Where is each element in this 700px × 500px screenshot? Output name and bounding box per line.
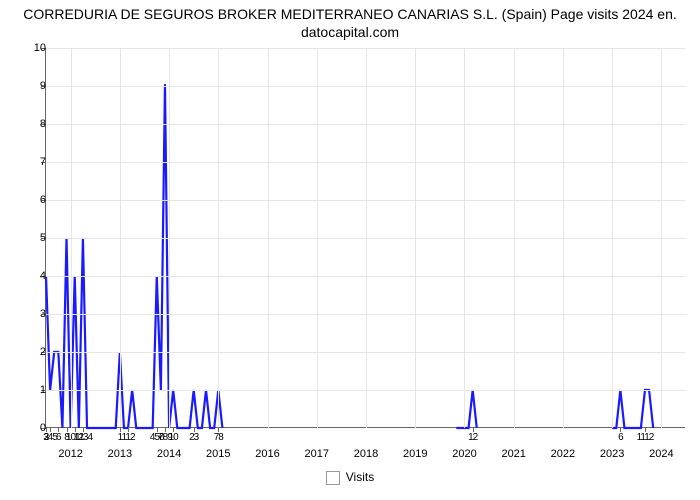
xtick bbox=[58, 427, 59, 432]
ytick-label: 1 bbox=[6, 384, 46, 396]
ytick-label: 3 bbox=[6, 308, 46, 320]
gridline-v bbox=[563, 48, 564, 428]
xtick-minor-label: 23 bbox=[189, 432, 198, 443]
legend-swatch bbox=[326, 471, 340, 485]
xtick-major-label: 2013 bbox=[108, 448, 132, 460]
xtick-minor-label: 1112 bbox=[637, 432, 654, 443]
xtick bbox=[173, 427, 174, 432]
plot-region: 0123456789102012201320142015201620172018… bbox=[45, 48, 685, 428]
xtick-major-label: 2024 bbox=[649, 448, 673, 460]
title-line-1: CORREDURIA DE SEGUROS BROKER MEDITERRANE… bbox=[23, 6, 677, 22]
gridline-v bbox=[366, 48, 367, 428]
xtick-minor-label: 12 bbox=[468, 432, 477, 443]
xtick-major-label: 2023 bbox=[600, 448, 624, 460]
xtick-minor-label: 1234 bbox=[74, 432, 92, 443]
legend-label: Visits bbox=[346, 470, 374, 484]
legend: Visits bbox=[0, 470, 700, 485]
ytick-label: 2 bbox=[6, 346, 46, 358]
chart-title: CORREDURIA DE SEGUROS BROKER MEDITERRANE… bbox=[0, 0, 700, 43]
gridline-v bbox=[317, 48, 318, 428]
gridline-v bbox=[415, 48, 416, 428]
xtick-major-label: 2019 bbox=[403, 448, 427, 460]
title-line-2: datocapital.com bbox=[301, 24, 399, 40]
chart-wrap: CORREDURIA DE SEGUROS BROKER MEDITERRANE… bbox=[0, 0, 700, 500]
xtick-minor-label: 112 bbox=[122, 432, 135, 443]
ytick-label: 4 bbox=[6, 270, 46, 282]
xtick-major-label: 2014 bbox=[157, 448, 181, 460]
xtick-minor-label: 345 bbox=[43, 432, 57, 443]
ytick-label: 5 bbox=[6, 232, 46, 244]
gridline-v bbox=[661, 48, 662, 428]
xtick-major-label: 2021 bbox=[501, 448, 525, 460]
ytick-label: 6 bbox=[6, 194, 46, 206]
gridline-v bbox=[169, 48, 170, 428]
gridline-v bbox=[514, 48, 515, 428]
xtick-major-label: 2016 bbox=[255, 448, 279, 460]
xtick-minor-label: 6 bbox=[56, 432, 61, 443]
xtick-major-label: 2018 bbox=[354, 448, 378, 460]
xtick-minor-label: 6 bbox=[618, 432, 623, 443]
chart-area: 0123456789102012201320142015201620172018… bbox=[45, 48, 685, 428]
xtick-major-label: 2012 bbox=[58, 448, 82, 460]
xtick bbox=[128, 427, 129, 432]
xtick bbox=[620, 427, 621, 432]
gridline-v bbox=[218, 48, 219, 428]
ytick-label: 0 bbox=[6, 422, 46, 434]
xtick bbox=[218, 427, 219, 432]
xtick bbox=[645, 427, 646, 432]
xtick-minor-label: 10 bbox=[169, 432, 178, 443]
xtick-major-label: 2015 bbox=[206, 448, 230, 460]
xtick bbox=[83, 427, 84, 432]
xtick-minor-label: 78 bbox=[214, 432, 223, 443]
gridline-v bbox=[268, 48, 269, 428]
gridline-v bbox=[612, 48, 613, 428]
ytick-label: 9 bbox=[6, 80, 46, 92]
xtick bbox=[165, 427, 166, 432]
ytick-label: 7 bbox=[6, 156, 46, 168]
gridline-v bbox=[71, 48, 72, 428]
gridline-v bbox=[120, 48, 121, 428]
xtick-major-label: 2022 bbox=[551, 448, 575, 460]
xtick-major-label: 2017 bbox=[305, 448, 329, 460]
ytick-label: 10 bbox=[6, 42, 46, 54]
xtick-major-label: 2020 bbox=[452, 448, 476, 460]
gridline-v bbox=[464, 48, 465, 428]
ytick-label: 8 bbox=[6, 118, 46, 130]
xtick bbox=[194, 427, 195, 432]
xtick bbox=[50, 427, 51, 432]
xtick bbox=[473, 427, 474, 432]
